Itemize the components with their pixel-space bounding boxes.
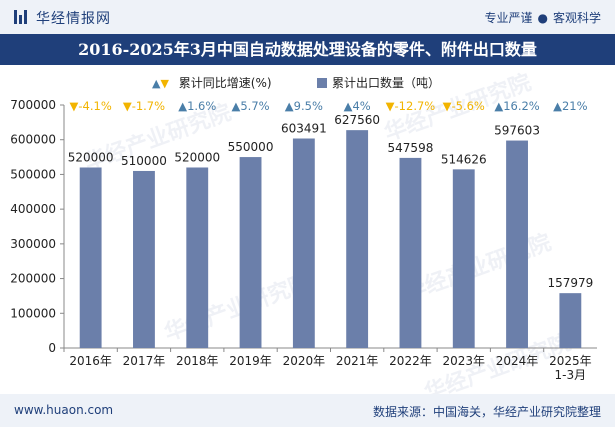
legend-volume: 累计出口数量（吨） — [317, 74, 440, 91]
y-tick-label: 500000 — [10, 167, 56, 181]
bar-value-label: 520000 — [68, 150, 114, 164]
growth-value: -12.7% — [395, 99, 436, 113]
growth-value: -1.7% — [132, 99, 165, 113]
y-tick-label: 0 — [48, 341, 56, 355]
chart-legend: ▲▼ 累计同比增速(%) 累计出口数量（吨） — [0, 74, 615, 94]
triangle-up-icon: ▲ — [178, 99, 187, 113]
top-bar: 华经情报网 专业严谨 ● 客观科学 — [0, 0, 615, 34]
legend-growth: ▲▼ 累计同比增速(%) — [152, 74, 272, 91]
y-tick-label: 200000 — [10, 272, 56, 286]
x-tick-label: 2023年 — [442, 354, 485, 368]
y-tick-label: 600000 — [10, 133, 56, 147]
bar-value-label: 547598 — [388, 141, 434, 155]
x-tick-label: 2022年 — [389, 354, 432, 368]
legend-volume-label: 累计出口数量（吨） — [332, 76, 441, 90]
growth-value: 5.7% — [240, 99, 269, 113]
bar-value-label: 627560 — [334, 113, 380, 127]
triangle-up-icon: ▲ — [553, 99, 562, 113]
bar — [133, 170, 155, 348]
growth-label: ▲16.2% — [494, 99, 539, 113]
footer-url[interactable]: www.huaon.com — [14, 403, 114, 417]
triangle-up-icon: ▲ — [494, 99, 503, 113]
x-tick-label: 2018年 — [176, 354, 219, 368]
bar-value-label: 603491 — [281, 122, 327, 136]
x-tick-label: 2019年 — [229, 354, 272, 368]
triangle-up-icon: ▲ — [232, 99, 241, 113]
growth-value: 4% — [352, 99, 370, 113]
bar — [292, 138, 315, 348]
growth-label: ▼-4.1% — [70, 99, 112, 113]
growth-value: 16.2% — [503, 99, 540, 113]
growth-label: ▼-1.7% — [123, 99, 165, 113]
bar — [559, 293, 582, 348]
x-tick-label: 1-3月 — [555, 368, 587, 382]
growth-label: ▲21% — [553, 99, 587, 113]
growth-label: ▲4% — [344, 99, 371, 113]
bar — [506, 140, 528, 348]
bar-value-label: 157979 — [547, 276, 593, 290]
bar-chart: 0 100000 200000 300000 400000 500000 600000 700… — [10, 98, 597, 382]
growth-label: ▲9.5% — [285, 99, 323, 113]
bar — [452, 169, 475, 348]
bar-value-label: 514626 — [441, 152, 487, 166]
dot-separator-icon: ● — [537, 11, 548, 25]
triangle-down-icon: ▼ — [443, 99, 452, 113]
tag-professional: 专业严谨 — [484, 11, 533, 25]
brand-name: 华经情报网 — [36, 11, 111, 27]
growth-value: 1.6% — [187, 99, 216, 113]
bar-value-label: 510000 — [121, 154, 167, 168]
triangle-down-icon: ▼ — [160, 77, 169, 90]
triangle-up-icon: ▲ — [152, 77, 161, 90]
growth-label: ▼-12.7% — [386, 99, 436, 113]
title-bar — [0, 34, 615, 65]
bar-value-label: 597603 — [494, 124, 540, 138]
growth-value: -5.6% — [451, 99, 484, 113]
legend-swatch — [317, 78, 327, 88]
x-tick-label: 2017年 — [123, 354, 166, 368]
growth-label: ▲1.6% — [178, 99, 216, 113]
triangle-up-icon: ▲ — [344, 99, 353, 113]
y-tick-label: 700000 — [10, 98, 56, 112]
bar — [79, 167, 102, 348]
value-labels: 520000 510000 520000 550000 603491 627560 5475… — [68, 113, 594, 290]
footer-source: 数据来源：中国海关，华经产业研究院整理 — [372, 405, 601, 419]
growth-value: 9.5% — [294, 99, 323, 113]
triangle-down-icon: ▼ — [123, 99, 132, 113]
x-tick-label: 2021年 — [336, 354, 379, 368]
growth-labels: ▼-4.1% ▼-1.7% ▲1.6% ▲5.7% ▲9.5% ▲4% ▼-12.7% ▼-5… — [70, 99, 588, 113]
growth-value: 21% — [562, 99, 588, 113]
y-tick-label: 100000 — [10, 306, 56, 320]
bar-value-label: 520000 — [174, 150, 220, 164]
bar-value-label: 550000 — [228, 140, 274, 154]
legend-growth-label: 累计同比增速(%) — [178, 76, 272, 90]
tag-objective: 客观科学 — [552, 11, 601, 25]
growth-label: ▼-5.6% — [443, 99, 485, 113]
x-tick-label: 2016年 — [69, 354, 112, 368]
logo-icon — [14, 10, 28, 24]
x-tick-label: 2025年 — [549, 354, 592, 368]
y-tick-label: 400000 — [10, 202, 56, 216]
growth-label: ▲5.7% — [232, 99, 270, 113]
bar — [399, 157, 422, 348]
x-tick-label: 2020年 — [283, 354, 326, 368]
y-tick-label: 300000 — [10, 237, 56, 251]
x-tick-label: 2024年 — [496, 354, 539, 368]
y-axis: 0 100000 200000 300000 400000 500000 600000 700… — [10, 98, 597, 355]
footer: www.huaon.com 数据来源：中国海关，华经产业研究院整理 — [0, 394, 615, 427]
chart-title: 2016-2025年3月中国自动数据处理设备的零件、附件出口数量 — [78, 40, 537, 59]
bar — [239, 157, 262, 348]
brand-tags: 专业严谨 ● 客观科学 — [484, 9, 601, 26]
growth-value: -4.1% — [78, 99, 111, 113]
bars — [79, 130, 582, 348]
bar — [186, 167, 209, 348]
triangle-down-icon: ▼ — [386, 99, 395, 113]
triangle-down-icon: ▼ — [70, 99, 79, 113]
triangle-up-icon: ▲ — [285, 99, 294, 113]
x-axis-labels: 2016年 2017年 2018年 2019年 2020年 2021年 2022年 2023年… — [69, 354, 591, 382]
bar — [346, 130, 369, 348]
